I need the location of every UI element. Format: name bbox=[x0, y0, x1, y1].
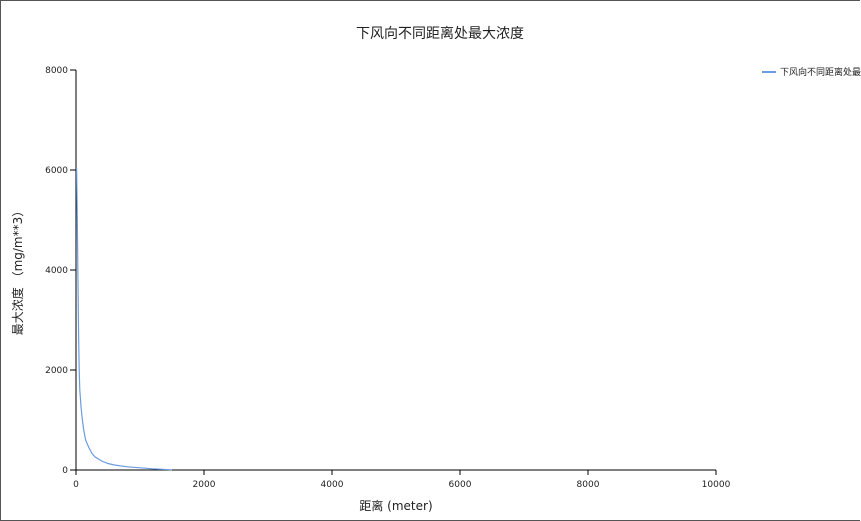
x-tick-label: 2000 bbox=[193, 480, 216, 490]
series-line bbox=[76, 167, 173, 471]
x-tick-label: 8000 bbox=[577, 480, 600, 490]
x-tick-label: 6000 bbox=[449, 480, 472, 490]
y-tick-label: 0 bbox=[62, 466, 68, 476]
y-axis-label: 最大浓度 （mg/m**3） bbox=[10, 205, 25, 336]
y-tick-label: 6000 bbox=[45, 166, 68, 176]
x-axis-label: 距离 (meter) bbox=[359, 498, 432, 513]
y-tick-label: 8000 bbox=[45, 66, 68, 76]
series-group bbox=[76, 167, 173, 471]
legend[interactable]: 下风向不同距离处最大浓度 bbox=[762, 66, 861, 78]
y-tick-label: 4000 bbox=[45, 266, 68, 276]
x-tick-label: 10000 bbox=[702, 480, 731, 490]
y-ticks: 0 2000 4000 6000 8000 bbox=[45, 66, 76, 476]
y-tick-label: 2000 bbox=[45, 366, 68, 376]
axes bbox=[75, 70, 716, 471]
x-tick-label: 0 bbox=[73, 480, 79, 490]
legend-label: 下风向不同距离处最大浓度 bbox=[780, 66, 861, 78]
chart-title: 下风向不同距离处最大浓度 bbox=[356, 25, 524, 42]
x-tick-label: 4000 bbox=[321, 480, 344, 490]
x-ticks: 0 2000 4000 6000 8000 10000 bbox=[73, 470, 731, 490]
